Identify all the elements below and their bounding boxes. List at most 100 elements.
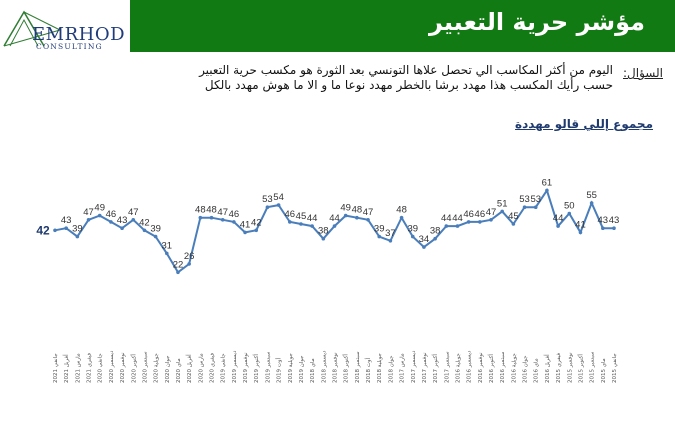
data-point [511,222,516,226]
data-label: 42 [251,217,262,228]
data-point [310,224,314,228]
data-point [97,213,102,218]
data-label: 44 [452,213,463,224]
x-tick-label: أكتوبر 2015 [576,354,584,383]
data-point [153,234,158,239]
x-tick-label: سبتمبر 2016 [500,351,506,383]
data-label: 37 [385,228,396,239]
data-label: 43 [117,215,128,226]
x-tick-label: جوان 2020 [165,355,171,383]
x-tick-label: أكتوبر 2017 [431,354,439,383]
data-label: 39 [150,224,161,235]
data-point [533,205,538,209]
x-tick-label: ماي 2016 [534,358,540,383]
data-label: 43 [61,215,72,226]
data-label: 43 [598,215,609,226]
x-tick-label: جويلية 2019 [288,353,294,383]
data-label: 22 [173,259,184,270]
x-tick-label: ديسمبر 2018 [321,350,327,383]
data-label: 49 [340,203,351,214]
data-point [388,239,393,243]
data-label: 44 [329,213,340,224]
x-tick-label: مارس 2021 [75,353,81,383]
data-point [377,234,382,239]
x-tick-label: جانفي 2020 [98,353,104,383]
data-point [176,270,180,275]
data-label: 46 [475,209,486,220]
logo-pyramid-icon [3,10,61,47]
data-point [187,262,191,266]
data-label: 42 [36,223,50,237]
data-point [578,230,583,235]
data-label: 44 [553,213,564,224]
x-tick-label: أفريل 2021 [62,354,70,383]
data-label: 53 [519,194,530,205]
x-tick-label: أوت 2018 [364,357,372,383]
data-label: 47 [486,207,497,218]
x-tick-label: سبتمبر 2019 [265,351,271,383]
data-point [399,215,404,220]
data-label: 49 [94,203,105,214]
x-tick-label: سبتمبر 2015 [590,351,596,383]
data-label: 47 [217,207,228,218]
data-point [556,224,560,228]
data-point [478,220,482,224]
x-tick-label: ديسمبر 2019 [232,350,238,383]
data-point [254,228,259,233]
data-label: 50 [564,201,575,212]
data-point [589,201,594,205]
question-label: السؤال: [623,66,663,80]
data-point [86,218,91,222]
question-line-1: اليوم من أكثر المكاسب الي تحصل علاها الت… [199,63,613,77]
x-tick-label: أفريل 2016 [543,354,551,383]
x-tick-label: ماي 2018 [310,358,316,383]
x-tick-label: جويلية 2016 [455,353,461,383]
x-tick-label: جويلية 2018 [377,353,383,383]
data-label: 47 [83,207,94,218]
data-label: 53 [530,194,541,205]
question-line-2: حسب رأيك المكسب هذا مهدد برشا بالخطر مهد… [204,78,613,92]
x-tick-label: جانفي 2019 [221,353,227,383]
x-tick-label: نوفمبر 2018 [333,352,339,383]
data-point [198,215,203,220]
data-label: 47 [128,207,139,218]
x-tick-label: سبتمبر 2017 [444,351,450,383]
data-point [332,224,337,228]
x-tick-label: جوان 2016 [523,355,529,383]
data-point [243,230,247,235]
logo: EMRHOD CONSULTING [0,0,130,52]
data-point [209,215,214,220]
data-label: 48 [206,205,217,216]
data-point [455,224,460,228]
x-tick-label: مارس 2020 [198,353,204,383]
data-point [220,218,225,222]
x-tick-label: فيفري 2020 [210,352,216,383]
x-tick-label: جانفي 2015 [612,353,618,383]
data-label: 54 [273,192,284,203]
x-tick-label: جانفي 2021 [53,353,59,383]
x-tick-label: أكتوبر 2020 [129,354,137,383]
logo-subtitle: CONSULTING [36,42,103,51]
header-band: مؤشر حرية التعبير [130,0,675,52]
data-point [612,226,616,230]
data-point [522,205,527,209]
data-point [343,213,348,218]
data-label: 45 [296,211,307,222]
data-point [142,228,147,233]
logo-name: EMRHOD [32,24,126,45]
data-point [64,226,68,230]
x-tick-label: نوفمبر 2019 [243,352,249,383]
x-tick-label: سبتمبر 2020 [142,351,148,383]
data-label: 61 [542,177,553,188]
data-point [131,218,136,222]
data-label: 46 [284,209,295,220]
data-label: 42 [139,217,150,228]
x-tick-label: نوفمبر 2015 [567,352,573,383]
data-point [53,228,57,233]
data-point [567,211,572,216]
x-tick-label: ديسمبر 2017 [411,350,417,383]
data-point [265,205,270,209]
data-point [601,226,605,230]
